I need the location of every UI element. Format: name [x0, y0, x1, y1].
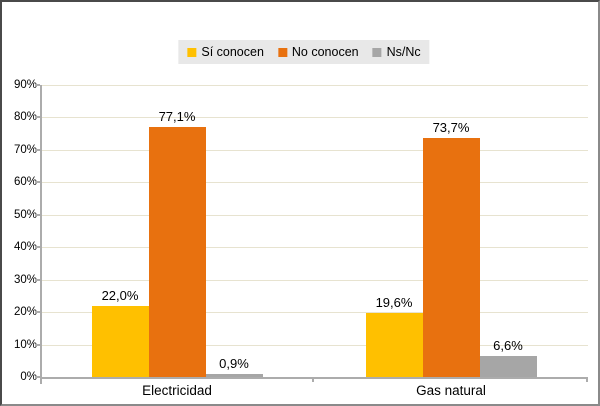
- gridline-60: [40, 182, 588, 184]
- y-axis-tick: [35, 84, 40, 86]
- y-axis-tick: [35, 246, 40, 249]
- x-axis-tick: [312, 377, 314, 382]
- y-axis-label-30: 30%: [13, 273, 37, 286]
- x-axis-tick: [586, 377, 588, 382]
- bar-value-label: 77,1%: [158, 108, 196, 124]
- gridline-10: [40, 344, 588, 346]
- gridline-50: [40, 214, 588, 216]
- legend-item-2: Ns/Nc: [372, 45, 421, 59]
- bar-electricidad-0: [91, 305, 149, 377]
- y-axis-label-80: 80%: [13, 111, 37, 124]
- gridline-70: [40, 149, 588, 151]
- bar-gas-natural-1: [422, 137, 480, 377]
- y-axis-label-0: 0%: [20, 371, 37, 383]
- y-axis-tick: [35, 116, 40, 119]
- gridline-20: [40, 312, 588, 314]
- category-label-0: Electricidad: [142, 383, 212, 398]
- legend-marker-icon: [187, 47, 197, 57]
- legend-item-0: Sí conocen: [187, 45, 264, 59]
- x-axis-line: [40, 377, 588, 379]
- bar-value-label: 73,7%: [432, 119, 470, 135]
- legend-item-1: No conocen: [277, 45, 359, 59]
- y-axis-label-70: 70%: [13, 143, 37, 156]
- y-axis-label-10: 10%: [13, 338, 37, 351]
- y-axis-label-50: 50%: [13, 208, 37, 221]
- y-axis-tick: [35, 213, 40, 216]
- gridline-40: [40, 247, 588, 249]
- y-axis-line: [40, 85, 42, 384]
- y-axis-tick: [35, 148, 40, 151]
- gridline-80: [40, 117, 588, 119]
- legend-item-label: No conocen: [291, 45, 359, 59]
- legend-item-label: Ns/Nc: [386, 45, 421, 59]
- bar-gas-natural-0: [365, 313, 423, 377]
- chart-legend: Sí conocen No conocen Ns/Nc: [178, 40, 430, 64]
- bar-value-label: 22,0%: [101, 287, 139, 303]
- bar-value-label: 19,6%: [375, 295, 413, 311]
- legend-marker-icon: [277, 47, 287, 57]
- legend-marker-icon: [372, 47, 382, 57]
- y-axis-tick: [35, 376, 40, 378]
- y-axis-label-20: 20%: [13, 306, 37, 319]
- y-axis-tick: [35, 278, 40, 281]
- bar-value-label: 0,9%: [219, 356, 249, 372]
- category-label-1: Gas natural: [416, 383, 486, 398]
- bar-electricidad-2: [205, 374, 263, 377]
- y-axis-label-90: 90%: [13, 79, 37, 91]
- y-axis-tick: [35, 343, 40, 346]
- y-axis-label-60: 60%: [13, 176, 37, 189]
- gridline-30: [40, 279, 588, 281]
- bar-value-label: 6,6%: [493, 337, 523, 353]
- y-axis-tick: [35, 181, 40, 184]
- bar-gas-natural-2: [479, 355, 537, 377]
- bar-electricidad-1: [148, 126, 206, 377]
- gridline-90: [40, 85, 588, 86]
- legend-item-label: Sí conocen: [201, 45, 264, 59]
- y-axis-tick: [35, 311, 40, 314]
- y-axis-label-40: 40%: [13, 241, 37, 254]
